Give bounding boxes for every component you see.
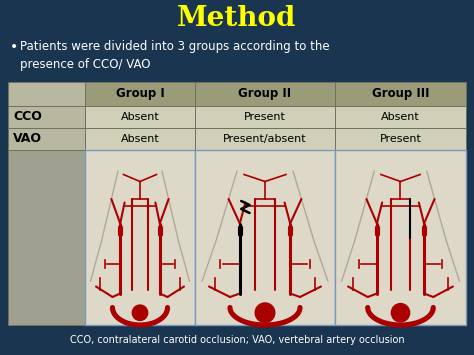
Text: Present/absent: Present/absent xyxy=(223,134,307,144)
Bar xyxy=(195,82,335,106)
Text: Present: Present xyxy=(244,112,286,122)
Bar xyxy=(335,82,466,106)
Bar xyxy=(85,82,195,106)
Bar xyxy=(335,128,466,150)
Circle shape xyxy=(255,303,275,323)
Bar xyxy=(8,106,85,128)
Text: Absent: Absent xyxy=(120,112,159,122)
Text: Group III: Group III xyxy=(372,87,429,100)
Bar xyxy=(8,128,85,150)
Circle shape xyxy=(132,305,148,321)
Bar xyxy=(195,106,335,128)
Text: CCO: CCO xyxy=(13,110,42,124)
Bar xyxy=(335,150,466,325)
Bar xyxy=(195,150,335,325)
Bar xyxy=(8,150,85,325)
Bar xyxy=(85,128,195,150)
Text: Present: Present xyxy=(380,134,421,144)
Text: •: • xyxy=(10,40,18,54)
Bar xyxy=(335,106,466,128)
Bar xyxy=(85,106,195,128)
Circle shape xyxy=(392,304,410,322)
Text: Group I: Group I xyxy=(116,87,164,100)
Text: VAO: VAO xyxy=(13,132,42,146)
Bar xyxy=(8,82,85,106)
Bar xyxy=(195,128,335,150)
Bar xyxy=(85,150,195,325)
Text: Patients were divided into 3 groups according to the
presence of CCO/ VAO: Patients were divided into 3 groups acco… xyxy=(20,40,329,71)
Text: Absent: Absent xyxy=(120,134,159,144)
Text: CCO, contralateral carotid occlusion; VAO, vertebral artery occlusion: CCO, contralateral carotid occlusion; VA… xyxy=(70,335,404,345)
Text: Absent: Absent xyxy=(381,112,420,122)
Text: Group II: Group II xyxy=(238,87,292,100)
Text: Method: Method xyxy=(177,5,297,32)
